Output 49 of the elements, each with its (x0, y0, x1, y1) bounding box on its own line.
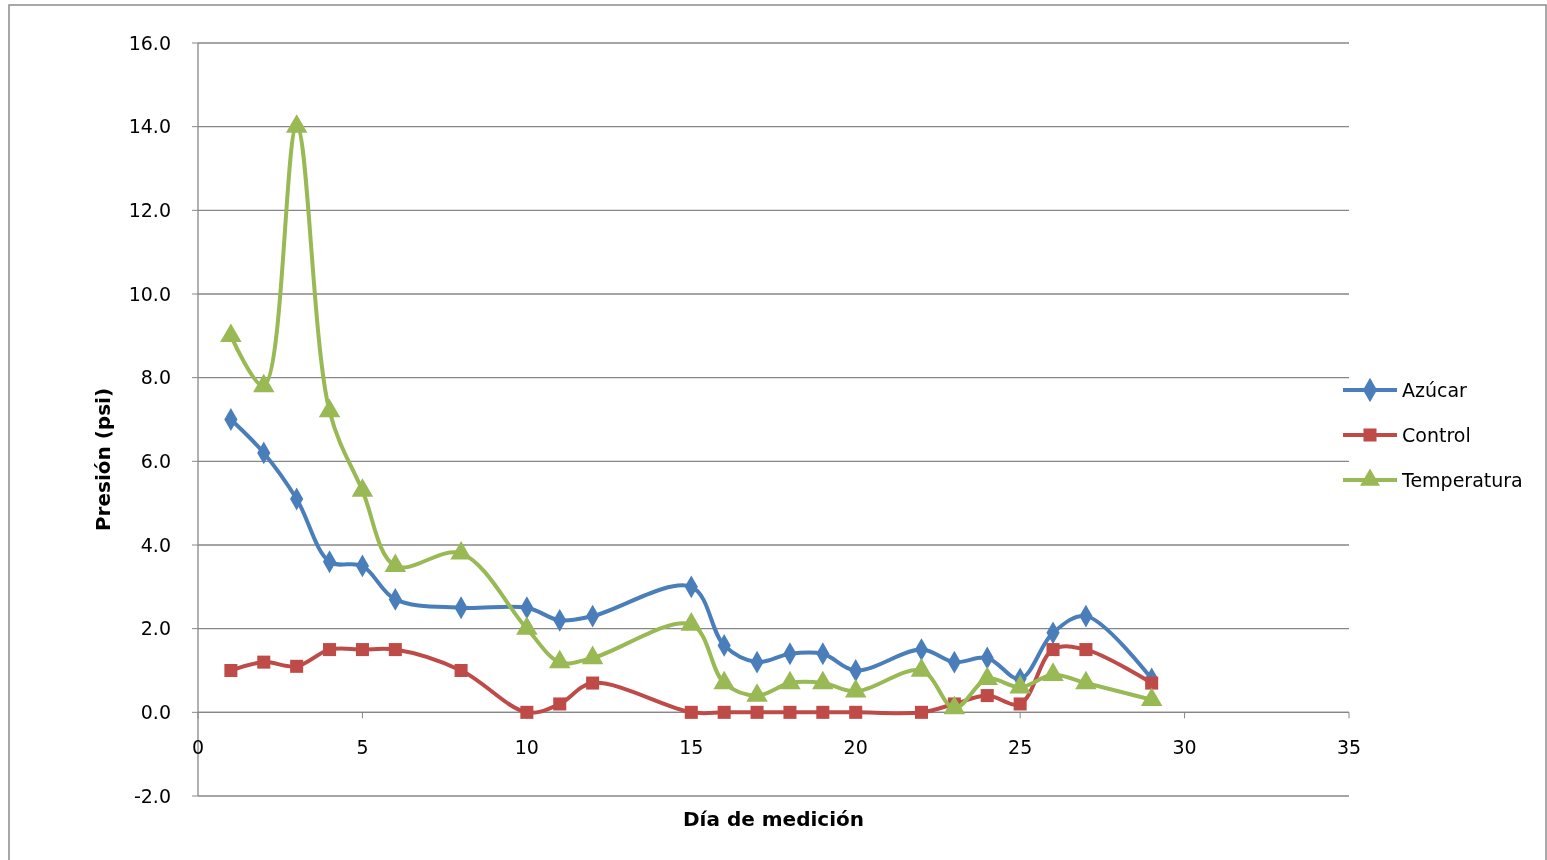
point (750, 705, 764, 719)
point (783, 705, 797, 719)
y-tick-label: 4.0 (140, 533, 171, 556)
x-tick-label: 25 (1008, 736, 1033, 759)
point (355, 643, 369, 657)
point (553, 697, 567, 711)
y-tick-label: 8.0 (140, 366, 171, 389)
y-tick-label: 12.0 (128, 198, 171, 221)
legend-label: Temperatura (1401, 468, 1523, 491)
point (454, 663, 468, 678)
legend-label: Azúcar (1402, 378, 1468, 401)
point (1046, 643, 1060, 657)
point (1145, 676, 1159, 690)
point (980, 689, 994, 703)
point (586, 676, 600, 690)
x-tick-label: 10 (514, 736, 539, 759)
point (717, 705, 731, 719)
point (285, 114, 308, 133)
x-tick-label: 35 (1336, 736, 1362, 759)
y-axis-title: Presión (psi) (91, 387, 115, 532)
y-tick-label: 0.0 (140, 700, 171, 723)
point (816, 705, 830, 719)
point (257, 655, 271, 669)
y-tick-label: 14.0 (128, 115, 171, 138)
x-axis-title: Día de medición (682, 807, 865, 831)
legend-label: Control (1402, 423, 1471, 446)
point (684, 705, 698, 719)
point (388, 643, 402, 657)
point (849, 705, 863, 719)
point (220, 323, 242, 343)
y-tick-label: 16.0 (128, 31, 171, 54)
x-tick-label: 0 (191, 736, 205, 759)
point (1013, 697, 1027, 711)
y-tick-label: 6.0 (140, 449, 171, 472)
x-tick-label: 20 (843, 736, 868, 759)
point (1079, 643, 1093, 657)
x-tick-label: 15 (679, 736, 704, 759)
point (520, 705, 534, 719)
point (253, 373, 275, 393)
x-tick-label: 5 (356, 736, 369, 759)
point (914, 705, 928, 719)
point (323, 643, 337, 657)
point (318, 398, 341, 418)
x-tick-label: 30 (1172, 736, 1197, 759)
point (290, 659, 304, 673)
point (224, 663, 238, 678)
y-tick-label: 2.0 (140, 617, 171, 640)
y-tick-label: 10.0 (128, 282, 171, 305)
y-tick-label: -2.0 (133, 784, 171, 807)
